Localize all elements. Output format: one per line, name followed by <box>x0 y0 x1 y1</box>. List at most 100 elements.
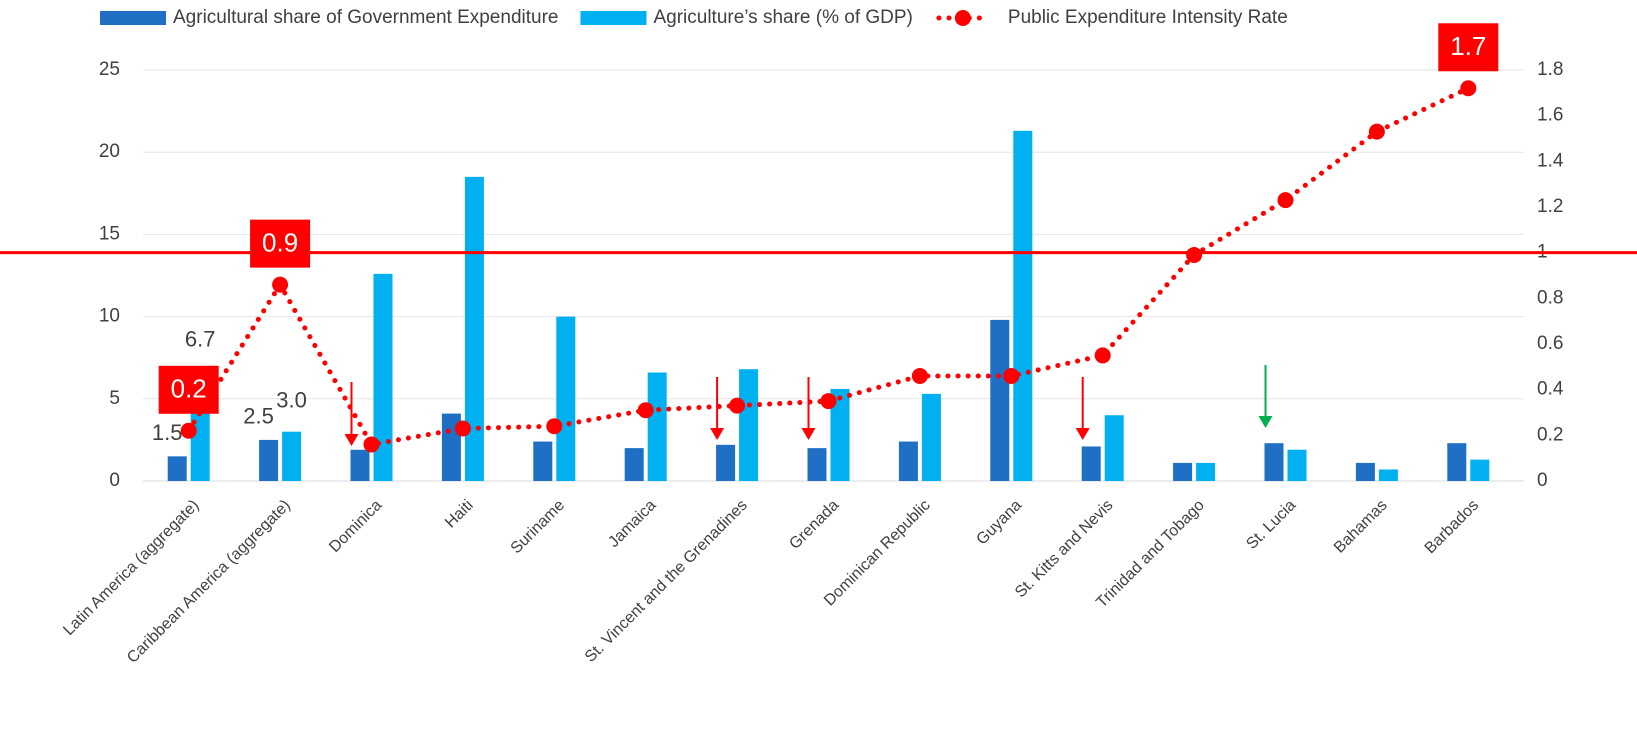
y-tick-label: 10 <box>99 306 120 327</box>
bar <box>1264 443 1284 481</box>
bar <box>464 176 484 482</box>
data-label: 2.5 <box>243 404 274 429</box>
y-tick-label: 0 <box>109 470 120 491</box>
bar <box>739 369 759 481</box>
x-tick-label: Bahamas <box>1331 497 1391 557</box>
x-tick-label: Suriname <box>508 497 569 558</box>
y2-tick-label: 1.6 <box>1537 105 1563 126</box>
y2-tick-label: 1.8 <box>1537 59 1563 80</box>
bar <box>1013 130 1033 481</box>
x-tick-label: Grenada <box>786 497 842 553</box>
line-marker <box>911 367 928 384</box>
arrow <box>344 382 359 446</box>
arrow-head <box>344 434 359 446</box>
x-tick-label: Caribbean America (aggregate) <box>124 497 294 667</box>
bar <box>1081 446 1101 481</box>
x-tick-label: Dominican Republic <box>821 497 934 610</box>
arrow <box>1075 377 1090 440</box>
arrow-head <box>710 428 725 440</box>
line-marker <box>1186 246 1203 263</box>
bar <box>1196 462 1216 481</box>
line-marker <box>1368 123 1385 140</box>
bar <box>259 439 279 481</box>
y2-tick-label: 0 <box>1537 470 1548 491</box>
arrow-head <box>1075 428 1090 440</box>
line-marker <box>363 436 380 453</box>
y2-tick-label: 0.6 <box>1537 333 1563 354</box>
y-tick-label: 20 <box>99 141 120 162</box>
x-tick-label: St. Kitts and Nevis <box>1012 497 1116 601</box>
arrow <box>801 377 816 440</box>
legend-label: Public Expenditure Intensity Rate <box>1008 7 1288 28</box>
bar <box>830 388 850 481</box>
bar <box>1447 443 1467 481</box>
bar <box>556 316 576 481</box>
bar <box>1355 462 1375 481</box>
bar <box>282 431 302 481</box>
y-tick-label: 25 <box>99 59 120 80</box>
legend-label: Agricultural share of Government Expendi… <box>173 7 558 28</box>
line-marker <box>454 420 471 437</box>
bar <box>807 448 827 481</box>
x-tick-label: St. Lucia <box>1243 497 1299 553</box>
bar <box>990 319 1010 481</box>
y2-tick-label: 0.8 <box>1537 287 1563 308</box>
y-tick-label: 15 <box>99 223 120 244</box>
bar <box>1104 415 1124 481</box>
line-marker <box>637 402 654 419</box>
bar <box>716 444 736 481</box>
data-label: 1.5 <box>152 420 183 445</box>
data-label: 0.2 <box>171 374 207 404</box>
legend-item: Agriculture’s share (% of GDP) <box>580 7 913 28</box>
bar <box>350 449 370 481</box>
x-tick-label: Guyana <box>973 497 1025 549</box>
data-label: 0.9 <box>262 228 298 258</box>
bar <box>167 456 187 481</box>
bar <box>1378 469 1398 481</box>
x-tick-label: Jamaica <box>605 497 659 551</box>
x-tick-label: Dominica <box>326 497 385 556</box>
line-marker <box>1003 367 1020 384</box>
arrow <box>1258 365 1273 428</box>
bar <box>1287 449 1307 481</box>
y2-tick-label: 1.4 <box>1537 150 1564 171</box>
data-label-box <box>250 219 311 268</box>
bar <box>1470 459 1490 481</box>
legend-label: Agriculture’s share (% of GDP) <box>653 7 912 28</box>
y-tick-label: 5 <box>109 388 120 409</box>
arrow-head <box>1258 416 1273 428</box>
data-label: 1.7 <box>1450 31 1486 61</box>
y2-tick-label: 0.2 <box>1537 424 1563 445</box>
legend-item: Public Expenditure Intensity Rate <box>936 7 1288 28</box>
line-marker <box>180 422 197 439</box>
x-tick-label: Haiti <box>442 497 477 532</box>
arrow-head <box>801 428 816 440</box>
legend-swatch <box>100 11 166 25</box>
bar <box>624 448 644 481</box>
legend-item: Agricultural share of Government Expendi… <box>100 7 558 28</box>
bar <box>898 441 918 481</box>
x-tick-label: Barbados <box>1422 497 1482 557</box>
data-label-box <box>158 365 219 414</box>
bar <box>1173 462 1193 481</box>
y2-tick-label: 1.2 <box>1537 196 1563 217</box>
bar <box>533 441 553 481</box>
x-tick-label: St. Vincent and the Grenadines <box>582 497 751 666</box>
bar <box>921 393 941 481</box>
line-marker <box>1460 80 1477 97</box>
data-label: 3.0 <box>276 387 307 412</box>
line-marker <box>820 393 837 410</box>
line-marker <box>272 276 289 293</box>
line-marker <box>1277 192 1294 209</box>
line-marker <box>546 418 563 435</box>
line-marker <box>729 397 746 414</box>
data-label-box <box>1438 23 1499 72</box>
legend-marker <box>954 10 971 26</box>
arrow <box>710 377 725 440</box>
bar <box>373 273 393 481</box>
legend-swatch <box>580 11 647 25</box>
data-label: 6.7 <box>185 327 216 352</box>
y2-tick-label: 0.4 <box>1537 379 1564 400</box>
bar <box>647 372 667 481</box>
